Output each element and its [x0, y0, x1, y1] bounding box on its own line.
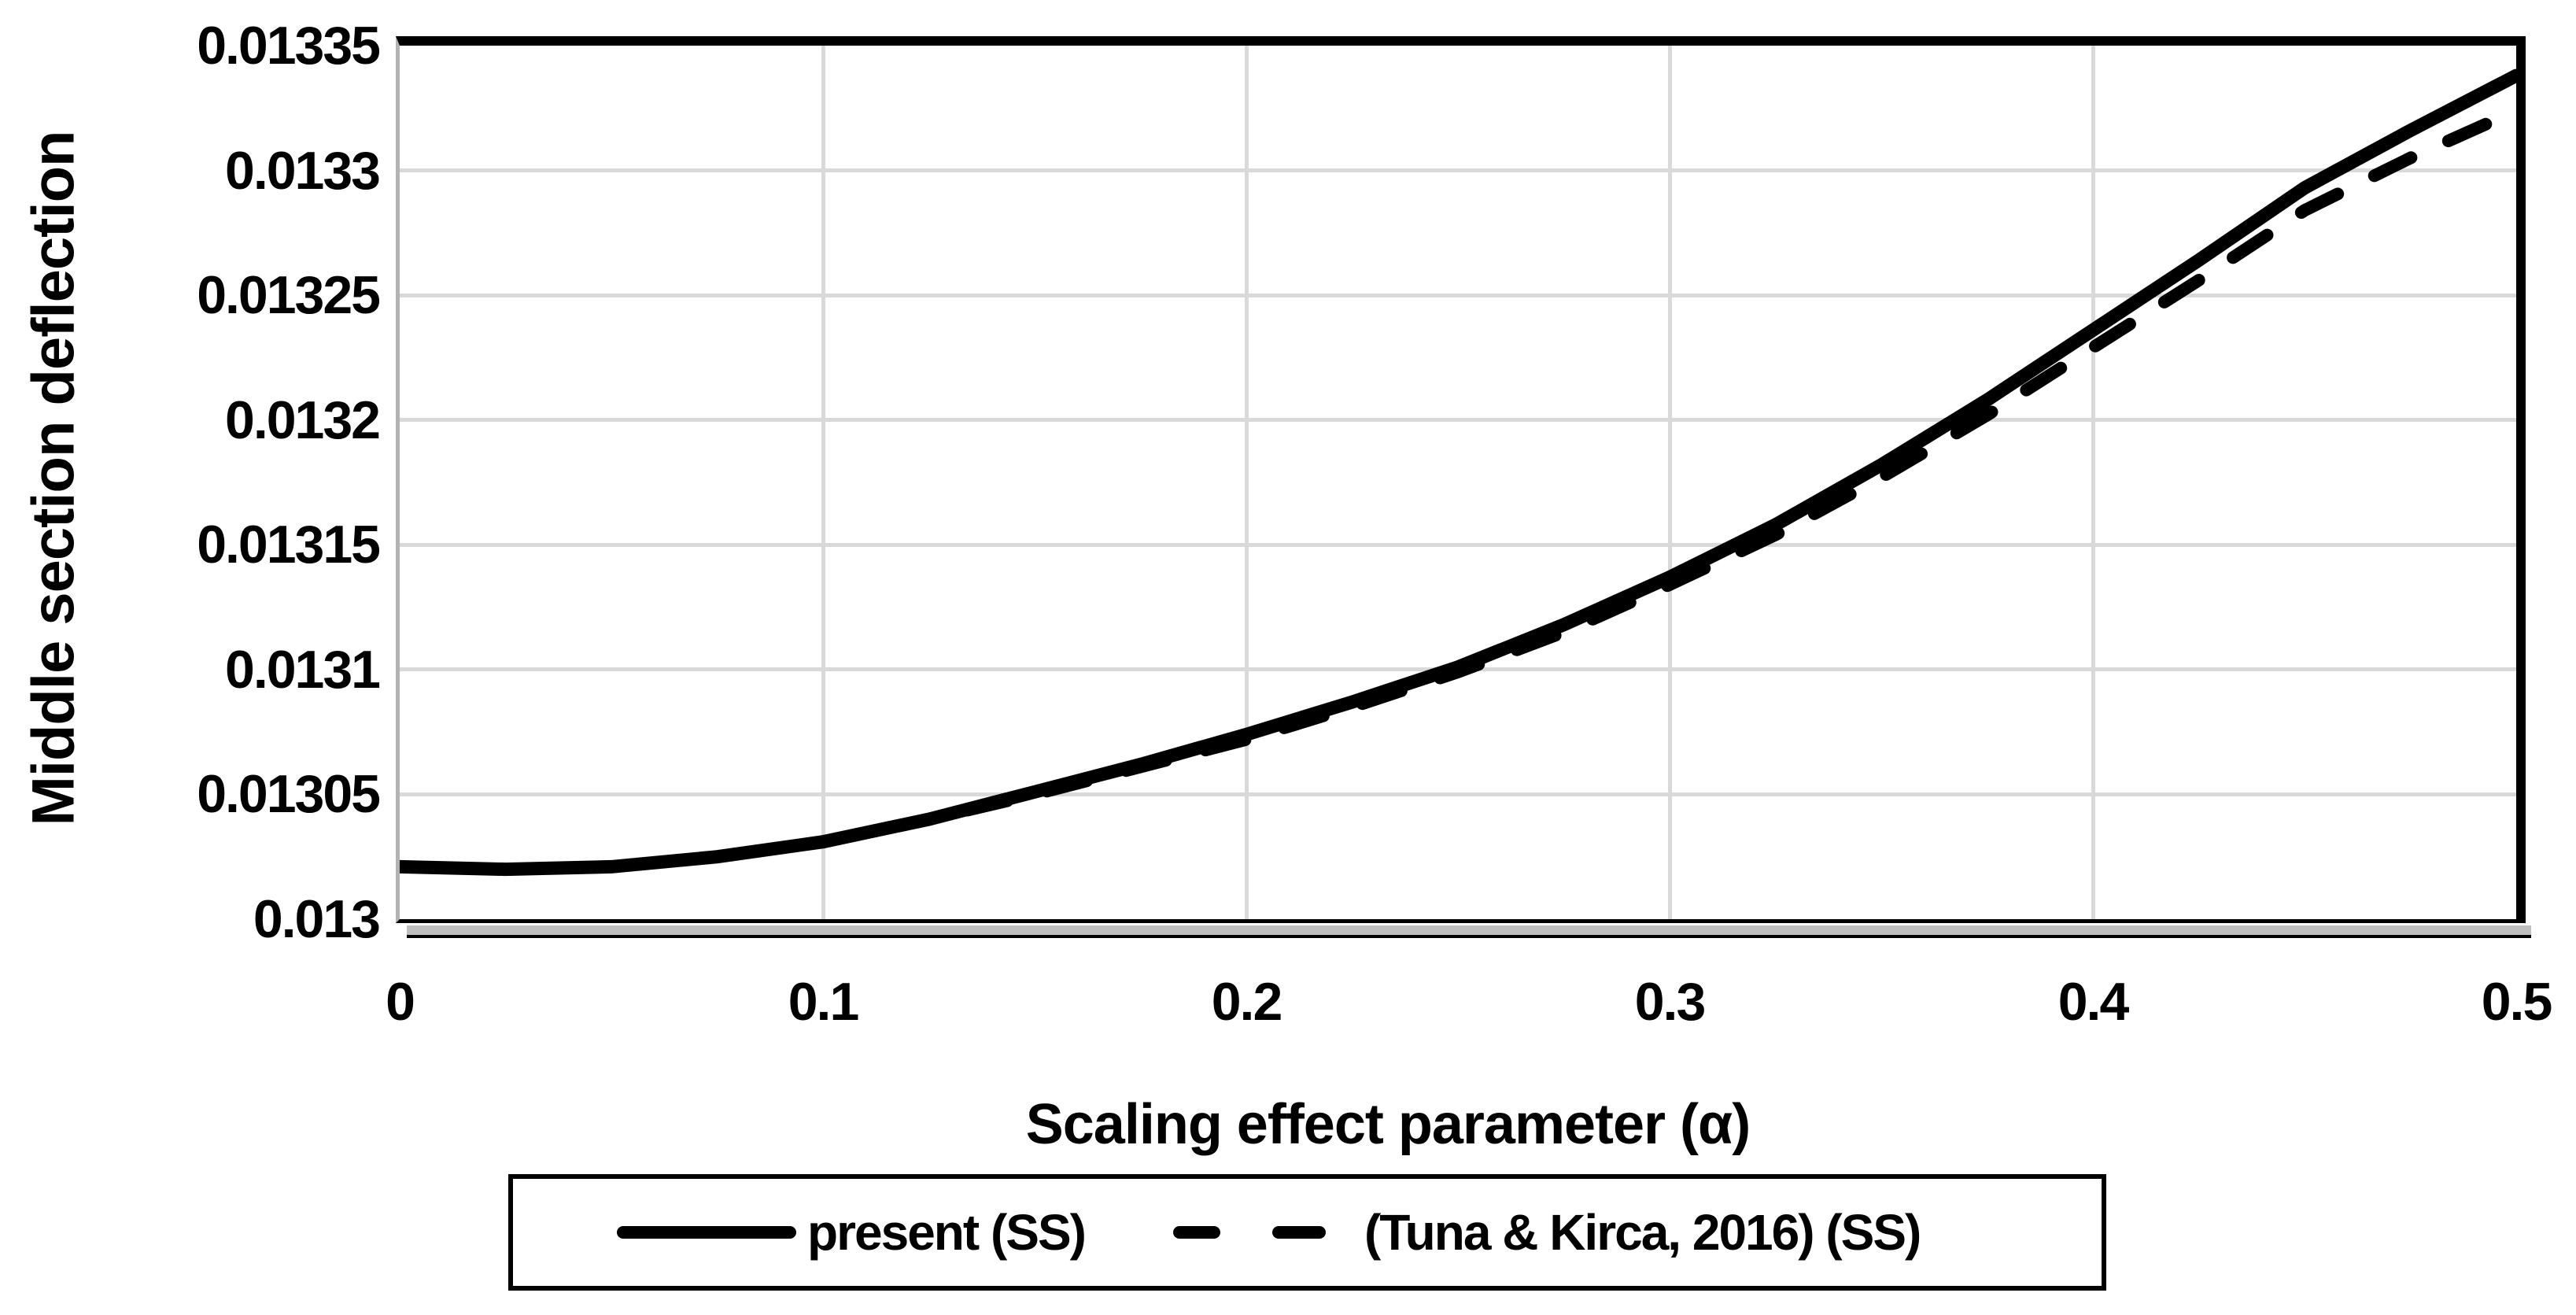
y-tick-label: 0.01335 — [197, 16, 381, 76]
plot-area — [396, 36, 2526, 923]
y-tick-label: 0.0131 — [225, 639, 381, 700]
legend-solid-line-sample — [617, 1226, 796, 1239]
series-solid-line-present — [400, 68, 2516, 877]
y-tick-label: 0.01315 — [197, 515, 381, 575]
x-tick-label: 0.5 — [2481, 972, 2553, 1032]
x-axis-title: Scaling effect parameter (α) — [1025, 1093, 1751, 1156]
gridline-horizontal — [400, 168, 2516, 173]
series-curves — [400, 68, 2516, 877]
gridline-vertical — [821, 46, 825, 919]
y-tick-label: 0.0132 — [225, 390, 381, 450]
gridline-vertical — [1244, 46, 1249, 919]
plot-area-shadow — [407, 925, 2531, 938]
legend-label-present: present (SS) — [807, 1204, 1087, 1261]
y-tick-label: 0.013 — [253, 889, 381, 949]
x-tick-label: 0.2 — [1211, 972, 1283, 1032]
y-tick-label: 0.0133 — [225, 140, 381, 201]
y-axis-title: Middle section deflection — [20, 131, 87, 826]
legend: present (SS) (Tuna & Kirca, 2016) (SS) — [508, 1174, 2106, 1291]
series-dashed-line-tuna-kirca — [400, 104, 2516, 876]
gridline-vertical — [2091, 46, 2095, 919]
y-tick-label: 0.01325 — [197, 265, 381, 326]
x-tick-label: 0.1 — [788, 972, 860, 1032]
gridline-vertical — [1667, 46, 1672, 919]
legend-label-tuna-kirca: (Tuna & Kirca, 2016) (SS) — [1364, 1204, 1921, 1261]
gridline-horizontal — [400, 293, 2516, 297]
gridline-horizontal — [400, 418, 2516, 423]
gridline-horizontal — [400, 542, 2516, 547]
plot-gridlines — [400, 46, 2516, 919]
legend-dashed-line-sample — [1172, 1226, 1326, 1239]
x-tick-label: 0 — [386, 972, 415, 1032]
gridline-horizontal — [400, 792, 2516, 796]
x-tick-label: 0.4 — [2057, 972, 2130, 1032]
y-tick-label: 0.01305 — [197, 764, 381, 825]
x-tick-label: 0.3 — [1634, 972, 1707, 1032]
